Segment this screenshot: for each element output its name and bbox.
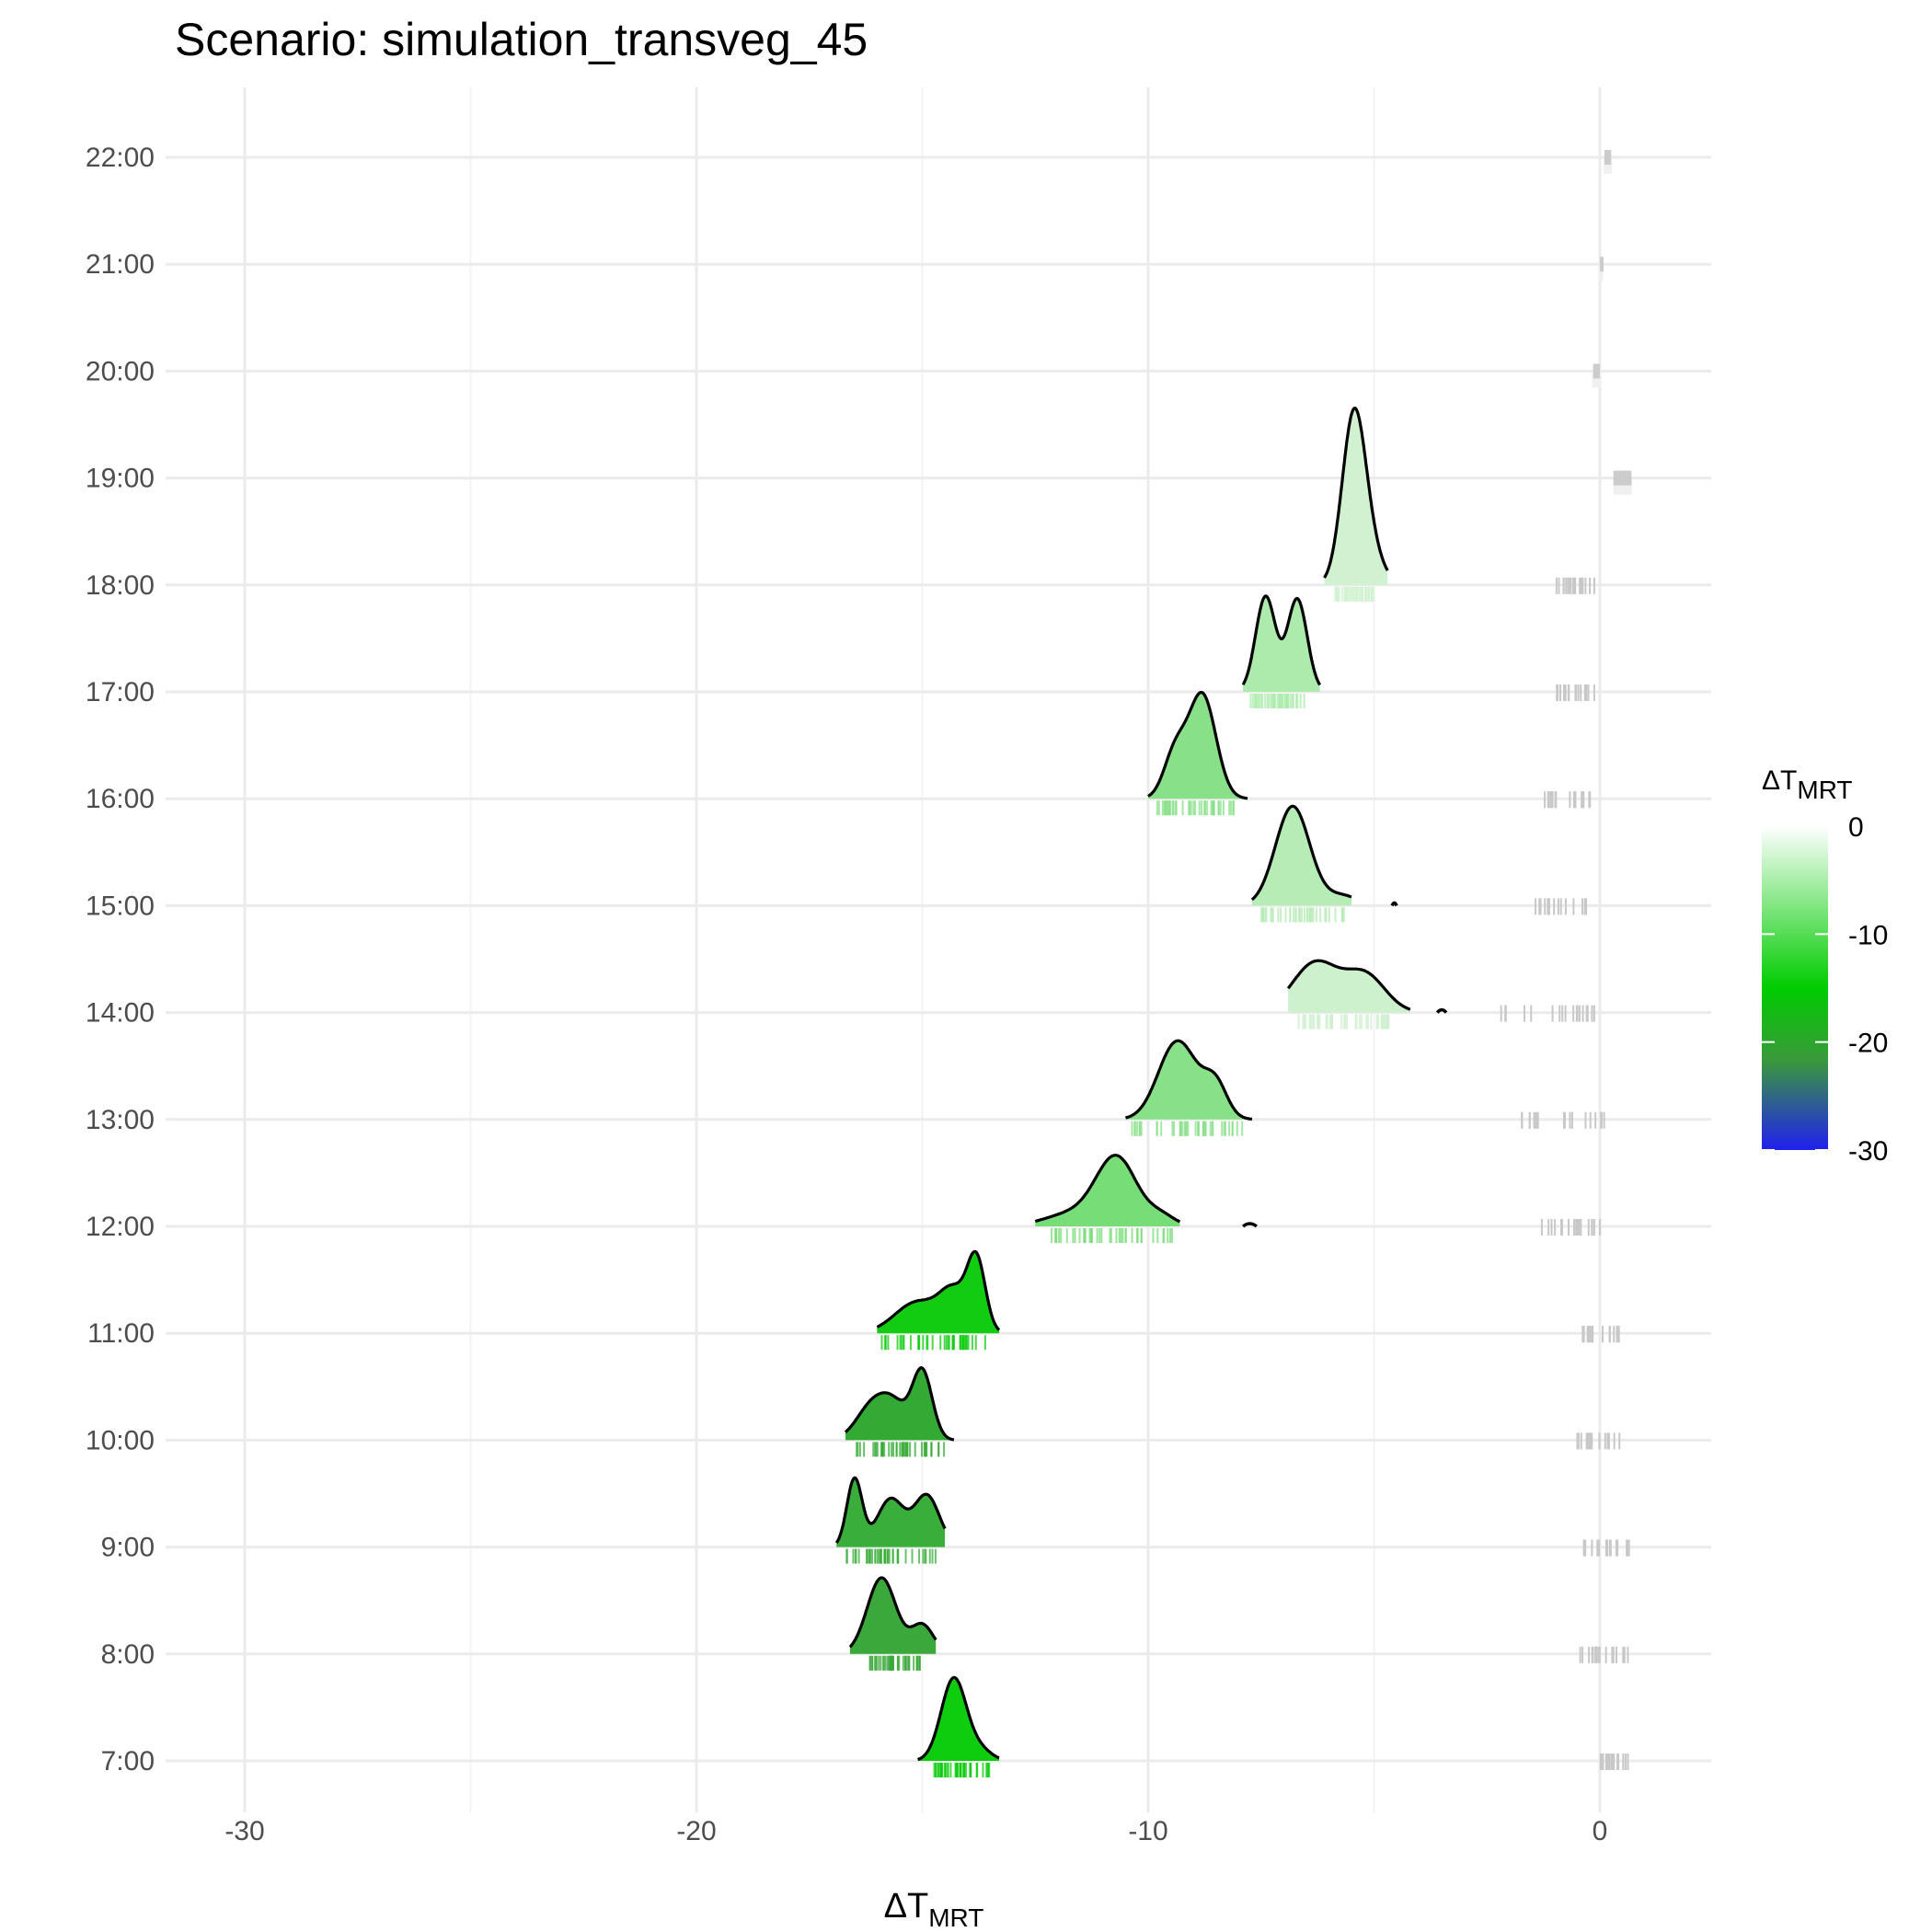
y-tick-label: 14:00 [86,998,155,1029]
ridge-15:00 [1250,804,1398,923]
ridge-12:00 [1034,1154,1258,1243]
ridge-outline [916,1675,1000,1761]
ridge-8:00 [848,1576,937,1671]
ridge-outline [848,1576,937,1649]
y-tick-label: 11:00 [87,1318,155,1349]
y-tick-label: 10:00 [86,1425,155,1455]
legend-title: ΔTMRT [1762,765,1853,804]
y-tick-label: 13:00 [86,1105,155,1135]
ridge-9:00 [834,1476,947,1564]
x-tick-label: -20 [676,1816,716,1846]
ridge-fill [1148,692,1248,799]
ridge-7:00 [916,1675,1000,1777]
ridge-outline [1323,406,1389,579]
grid-lines [166,87,1711,1812]
x-tick-label: 0 [1593,1816,1608,1846]
y-axis: 7:00 8:00 9:00 10:00 11:00 12:00 13:00 14:00 15:… [86,143,155,1777]
ridge-fill [1125,1041,1252,1120]
ridge-outline [844,1366,955,1442]
ridge-fill [877,1251,999,1334]
legend-break-label: -10 [1848,920,1888,950]
ridge-fragment [1242,1222,1258,1228]
ridge-fragment [1390,901,1398,907]
ridge-stub [1600,257,1604,272]
ridge-20:00 [1592,363,1601,388]
y-tick-label: 17:00 [86,677,155,707]
x-tick-label: -10 [1128,1816,1167,1846]
ridge-stub [1604,150,1612,165]
ridge-outline [1124,1039,1253,1121]
legend-break-label: -30 [1848,1136,1888,1167]
y-tick-label: 16:00 [86,784,155,814]
ridge-fill [1324,408,1388,585]
ridge-fill [1288,960,1410,1013]
y-tick-label: 8:00 [101,1639,155,1670]
ridge-13:00 [1124,1039,1253,1136]
x-tick-label: -30 [224,1816,264,1846]
ridge-21:00 [1599,257,1604,282]
ridge-18:00 [1323,406,1389,602]
ridge-outline [834,1476,947,1544]
y-tick-label: 7:00 [101,1746,155,1777]
legend-colorbar [1762,826,1828,1150]
ridge-22:00 [1604,150,1613,174]
y-tick-label: 22:00 [86,143,155,173]
ridge-outline [1241,594,1321,686]
ridge-outline [1286,959,1411,1011]
x-axis: -30 -20 -10 0 [224,1816,1607,1846]
y-tick-label: 12:00 [86,1212,155,1242]
y-tick-label: 9:00 [101,1533,155,1563]
y-tick-label: 15:00 [86,891,155,921]
ridge-outline [1147,690,1248,800]
ridge-14:00 [1286,959,1448,1029]
chart-title: Scenario: simulation_transveg_45 [175,14,868,65]
ridge-outline [876,1249,1001,1331]
x-axis-title: ΔTMRT [884,1887,984,1932]
ridge-outline [1250,804,1352,902]
ridge-stub [1593,363,1600,379]
ridge-fill [845,1367,954,1441]
ridge-fill [836,1478,946,1547]
ridge-10:00 [844,1366,955,1457]
y-tick-label: 18:00 [86,570,155,601]
legend-break-label: 0 [1848,812,1864,843]
y-tick-label: 21:00 [86,249,155,280]
y-tick-label: 19:00 [86,464,155,494]
ridge-19:00 [1613,470,1633,495]
ridge-17:00 [1241,594,1321,708]
y-tick-label: 20:00 [86,356,155,386]
ridge-fill [1243,595,1320,692]
ridge-stub [1613,470,1632,486]
ridge-fragment [1435,1007,1448,1014]
ridge-16:00 [1147,690,1248,816]
ridge-11:00 [876,1249,1001,1351]
density-ridges [834,150,1633,1777]
ridge-outline [1034,1154,1181,1224]
legend-break-label: -20 [1848,1029,1888,1059]
color-legend: ΔTMRT 0 -10 -20 -30 [1762,765,1888,1167]
ridge-fill [1251,806,1351,906]
